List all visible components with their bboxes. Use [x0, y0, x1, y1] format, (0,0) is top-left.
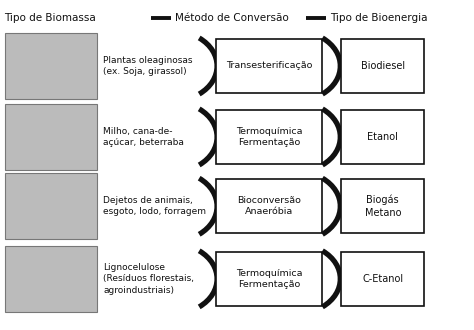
FancyBboxPatch shape — [5, 246, 97, 312]
Text: Biodiesel: Biodiesel — [361, 61, 405, 71]
FancyBboxPatch shape — [216, 39, 322, 93]
Text: Lignocelulose
(Resíduos florestais,
agroindustriais): Lignocelulose (Resíduos florestais, agro… — [103, 263, 194, 295]
Text: Tipo de Biomassa: Tipo de Biomassa — [4, 13, 96, 23]
FancyBboxPatch shape — [341, 39, 424, 93]
Text: C-Etanol: C-Etanol — [362, 274, 403, 284]
FancyBboxPatch shape — [341, 252, 424, 306]
Text: Termoquímica
Fermentação: Termoquímica Fermentação — [236, 269, 302, 289]
FancyBboxPatch shape — [341, 179, 424, 233]
FancyBboxPatch shape — [216, 179, 322, 233]
FancyBboxPatch shape — [216, 252, 322, 306]
Text: Bioconversão
Anaeróbia: Bioconversão Anaeróbia — [237, 196, 301, 216]
FancyBboxPatch shape — [341, 110, 424, 164]
FancyBboxPatch shape — [216, 110, 322, 164]
FancyBboxPatch shape — [5, 173, 97, 239]
Text: Biogás
Metano: Biogás Metano — [365, 195, 401, 218]
FancyBboxPatch shape — [5, 33, 97, 99]
Text: Milho, cana-de-
açúcar, beterraba: Milho, cana-de- açúcar, beterraba — [103, 127, 184, 147]
Text: Etanol: Etanol — [367, 132, 398, 142]
Text: Plantas oleaginosas
(ex. Soja, girassol): Plantas oleaginosas (ex. Soja, girassol) — [103, 56, 193, 76]
Text: Termoquímica
Fermentação: Termoquímica Fermentação — [236, 127, 302, 147]
Text: Método de Conversão: Método de Conversão — [174, 13, 288, 23]
FancyBboxPatch shape — [5, 104, 97, 170]
Text: Transesterificação: Transesterificação — [226, 61, 312, 71]
Text: Tipo de Bioenergia: Tipo de Bioenergia — [329, 13, 427, 23]
Text: Dejetos de animais,
esgoto, lodo, forragem: Dejetos de animais, esgoto, lodo, forrag… — [103, 196, 206, 216]
